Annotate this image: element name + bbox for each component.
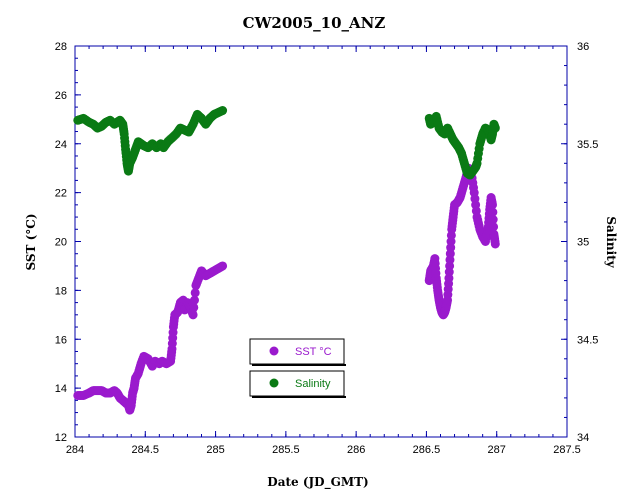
data-point: [490, 239, 500, 249]
data-point: [488, 207, 498, 217]
x-tick-label: 285: [206, 444, 224, 456]
x-tick-label: 286.5: [413, 444, 441, 456]
legend-marker-salinity: [269, 378, 279, 388]
x-tick-label: 285.5: [272, 444, 300, 456]
legend: SST °C Salinity: [249, 338, 346, 398]
y-axis-label-left: SST (°C): [24, 213, 38, 270]
y-right-tick-label: 34: [577, 432, 589, 444]
y-tick-label: 12: [55, 432, 67, 444]
y-tick-label: 16: [55, 334, 67, 346]
legend-box-shadow-salinity: [252, 396, 346, 398]
legend-box-sst: [249, 338, 345, 365]
x-axis-label: Date (JD_GMT): [267, 475, 368, 490]
y-tick-label: 24: [55, 139, 67, 151]
axis-ticks: 284 284.5 285 285.5 286 286.5 287 287.5 12 14 16 18…: [55, 41, 599, 456]
y-tick-label: 18: [55, 285, 67, 297]
data-point: [189, 302, 199, 312]
data-point: [490, 123, 500, 133]
y-tick-label: 22: [55, 188, 67, 200]
x-tick-label: 284.5: [132, 444, 160, 456]
data-point: [190, 288, 200, 298]
data-point: [188, 310, 198, 320]
data-point: [487, 200, 497, 210]
chart-title: CW2005_10_ANZ: [243, 14, 386, 32]
legend-label-salinity: Salinity: [295, 378, 331, 390]
y-tick-label: 28: [55, 41, 67, 53]
x-tick-label: 284: [66, 444, 84, 456]
legend-marker-sst: [269, 346, 279, 356]
legend-label-sst: SST °C: [295, 346, 332, 358]
data-point: [489, 222, 499, 232]
data-point: [488, 215, 498, 225]
y-tick-label: 20: [55, 237, 67, 249]
data-point: [218, 106, 228, 116]
y-right-tick-label: 34.5: [577, 334, 598, 346]
y-tick-label: 26: [55, 90, 67, 102]
x-tick-label: 287.5: [553, 444, 581, 456]
y-right-tick-label: 36: [577, 41, 589, 53]
data-marks: [73, 106, 500, 415]
x-tick-label: 286: [347, 444, 365, 456]
legend-box-salinity: [249, 370, 345, 397]
y-axis-label-right: Salinity: [604, 216, 618, 268]
y-right-tick-label: 35.5: [577, 139, 598, 151]
series-sst: [73, 163, 500, 415]
x-tick-label: 287: [488, 444, 506, 456]
legend-box-shadow-sst: [252, 364, 346, 366]
y-right-tick-label: 35: [577, 237, 589, 249]
data-point: [218, 261, 228, 271]
series-salinity: [73, 106, 500, 180]
data-point: [189, 295, 199, 305]
y-tick-label: 14: [55, 383, 67, 395]
